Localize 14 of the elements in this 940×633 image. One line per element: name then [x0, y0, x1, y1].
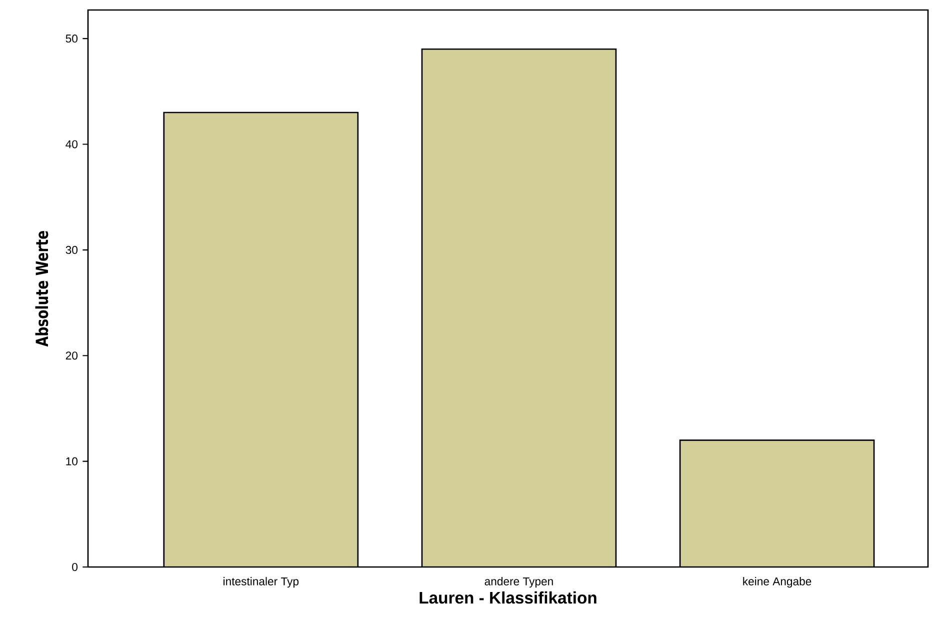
bar	[422, 49, 616, 567]
y-tick-label: 30	[66, 246, 78, 254]
x-axis-title: Lauren - Klassifikation	[420, 591, 596, 604]
y-tick-label: 40	[66, 140, 78, 148]
x-tick-label: keine Angabe	[743, 577, 812, 588]
bar	[163, 112, 359, 567]
y-tick-label: 0	[72, 562, 78, 572]
y-tick-label: 10	[66, 457, 78, 466]
bar	[679, 439, 875, 567]
x-tick-label: andere Typen	[484, 577, 553, 588]
x-tick-label: intestinaler Typ	[224, 577, 299, 588]
y-tick-label: 20	[66, 352, 78, 360]
y-tick-label: 50	[66, 34, 78, 43]
y-axis-title: Absolute Werte	[35, 230, 48, 347]
